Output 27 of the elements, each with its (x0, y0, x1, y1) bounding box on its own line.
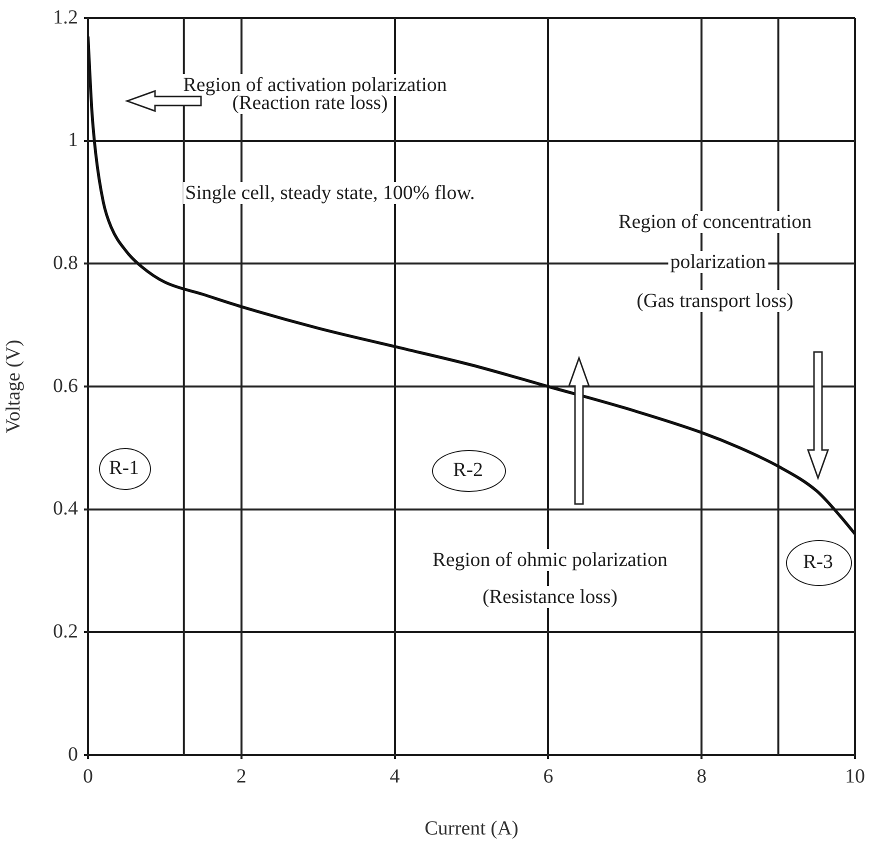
annotation: polarization (668, 251, 768, 273)
y-tick-label: 1 (68, 129, 78, 152)
annotation: R-1 (108, 457, 140, 479)
x-axis-title: Current (A) (424, 817, 518, 840)
annotation: Region of activation polarization (181, 74, 449, 96)
y-tick-label: 0.4 (53, 498, 78, 520)
annotation: Single cell, steady state, 100% flow. (183, 182, 477, 204)
annotation: R-3 (802, 551, 834, 573)
y-tick-label: 0 (68, 743, 78, 766)
x-tick-label: 4 (390, 765, 400, 788)
x-tick-label: 10 (845, 765, 865, 788)
annotation: (Resistance loss) (480, 586, 620, 608)
y-tick-label: 0.6 (53, 374, 78, 397)
annotation: R-2 (452, 459, 484, 481)
annotation: (Gas transport loss) (634, 290, 796, 312)
annotation: (Reaction rate loss) (230, 92, 390, 114)
line-series (88, 34, 855, 536)
x-tick-label: 6 (543, 765, 554, 788)
y-tick-label: 0.8 (53, 252, 78, 274)
y-axis-title: Voltage (V) (2, 340, 24, 434)
y-tick-label: 1.2 (53, 6, 78, 28)
x-tick-label: 2 (236, 765, 246, 788)
annotation: Region of concentration (616, 211, 814, 233)
x-tick-label: 0 (83, 765, 93, 788)
annotation: Region of ohmic polarization (430, 549, 670, 571)
x-tick-label: 8 (696, 765, 707, 788)
y-tick-label: 0.2 (53, 620, 78, 642)
